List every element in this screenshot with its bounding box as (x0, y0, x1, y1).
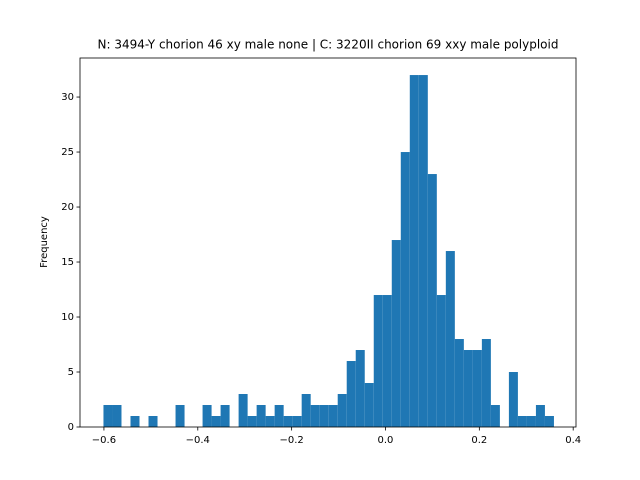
bar (337, 394, 347, 427)
bar (211, 416, 221, 427)
bar (535, 405, 545, 427)
bar (544, 416, 554, 427)
bar (175, 405, 185, 427)
bar (148, 416, 158, 427)
bar (256, 405, 266, 427)
bar (400, 152, 410, 427)
bar (220, 405, 230, 427)
bar (328, 405, 338, 427)
bar (292, 416, 302, 427)
x-tick-label: 0.2 (471, 435, 487, 446)
bar (373, 295, 383, 427)
bar (463, 350, 473, 427)
bar (112, 405, 122, 427)
y-tick-label: 25 (61, 147, 74, 158)
x-tick-label: 0.0 (378, 435, 394, 446)
bar (418, 75, 428, 427)
bar (202, 405, 212, 427)
y-tick-label: 30 (61, 92, 74, 103)
bar (454, 339, 464, 427)
bar (265, 416, 275, 427)
bar (274, 405, 284, 427)
bar (472, 350, 482, 427)
bar (346, 361, 356, 427)
y-tick-label: 5 (68, 367, 74, 378)
bar (526, 416, 536, 427)
y-axis-label: Frequency (39, 216, 50, 268)
plot-frame (79, 57, 577, 428)
bar (445, 251, 455, 427)
bar (364, 383, 374, 427)
x-tick-label: −0.4 (186, 435, 210, 446)
bar (508, 372, 518, 427)
x-tick-label: −0.6 (92, 435, 116, 446)
bar (283, 416, 293, 427)
bar (391, 240, 401, 427)
bar (103, 405, 113, 427)
bar (382, 295, 392, 427)
y-tick-label: 0 (68, 422, 74, 433)
x-tick-label: −0.2 (279, 435, 303, 446)
y-tick-label: 15 (61, 257, 74, 268)
bar (130, 416, 140, 427)
bar (319, 405, 329, 427)
bar (238, 394, 248, 427)
bar (355, 350, 365, 427)
bar (409, 75, 419, 427)
bar (310, 405, 320, 427)
bar (436, 295, 446, 427)
chart-title: N: 3494-Y chorion 46 xy male none | C: 3… (98, 38, 559, 52)
bar (301, 394, 311, 427)
bar (247, 416, 257, 427)
y-tick-label: 20 (61, 202, 74, 213)
bar (517, 416, 527, 427)
bar (490, 405, 500, 427)
bar (427, 174, 437, 427)
y-tick-label: 10 (61, 312, 74, 323)
x-tick-label: 0.4 (565, 435, 581, 446)
bar (481, 339, 491, 427)
